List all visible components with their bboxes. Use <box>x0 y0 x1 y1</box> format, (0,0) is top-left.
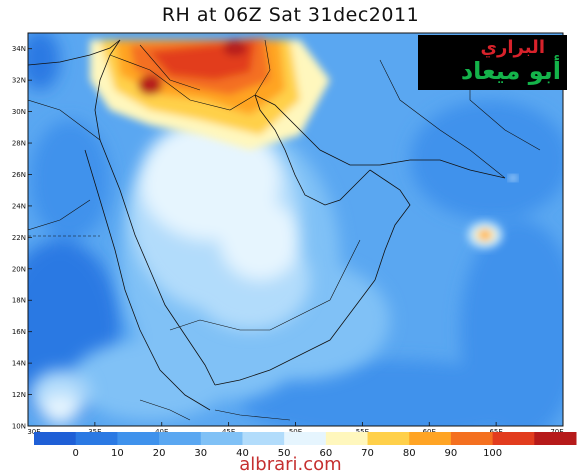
map-title: RH at 06Z Sat 31dec2011 <box>161 4 420 26</box>
colorbar-segment <box>242 432 285 445</box>
colorbar-label: 80 <box>403 448 416 459</box>
colorbar-label: 40 <box>236 448 249 459</box>
colorbar-segment <box>284 432 327 445</box>
lat-tick-label: 16N <box>12 328 26 336</box>
lat-tick-label: 10N <box>12 423 26 431</box>
lat-tick-label: 26N <box>12 171 26 179</box>
logo: البراري أبو ميعاد <box>418 35 567 90</box>
colorbar-segment <box>367 432 410 445</box>
colorbar-label: 0 <box>73 448 79 459</box>
colorbar-segment <box>409 432 452 445</box>
colorbar-label: 50 <box>278 448 291 459</box>
lat-tick-label: 30N <box>12 108 26 116</box>
colorbar-label: 30 <box>194 448 207 459</box>
lat-tick-label: 24N <box>12 202 26 210</box>
colorbar-label: 60 <box>319 448 332 459</box>
lat-tick-label: 14N <box>12 360 26 368</box>
colorbar-label: 90 <box>445 448 458 459</box>
colorbar-label: 100 <box>483 448 502 459</box>
humidity-field <box>28 33 563 426</box>
lat-tick-label: 12N <box>12 391 26 399</box>
colorbar-segment <box>117 432 160 445</box>
colorbar-label: 10 <box>111 448 124 459</box>
lat-tick-label: 22N <box>12 234 26 242</box>
colorbar-label: 20 <box>153 448 166 459</box>
colorbar-segment <box>34 432 77 445</box>
lat-tick-label: 32N <box>12 77 26 85</box>
colorbar-segment <box>450 432 494 445</box>
colorbar-label: 70 <box>361 448 374 459</box>
colorbar-segment <box>325 432 369 445</box>
lat-tick-label: 28N <box>12 140 26 148</box>
lat-tick-label: 18N <box>12 297 26 305</box>
colorbar-segment <box>159 432 202 445</box>
colorbar-segment <box>534 432 577 445</box>
lat-tick-label: 20N <box>12 265 26 273</box>
colorbar-segment <box>492 432 535 445</box>
lat-tick-label: 34N <box>12 45 26 53</box>
logo-line2: أبو ميعاد <box>460 57 561 85</box>
colorbar-segment <box>200 432 243 445</box>
logo-line1: البراري <box>480 37 545 58</box>
watermark: albrari.com <box>239 454 342 475</box>
colorbar: 0 10 20 30 40 50 60 70 80 90 100 <box>34 432 577 459</box>
colorbar-segment <box>75 432 118 445</box>
